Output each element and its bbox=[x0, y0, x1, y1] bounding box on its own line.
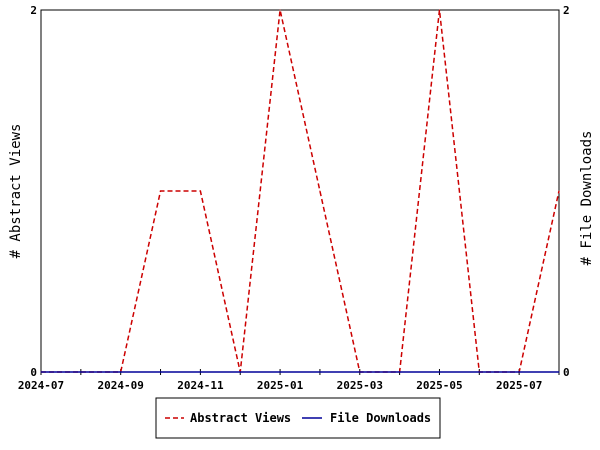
data-point-file-downloads bbox=[279, 371, 281, 373]
legend: Abstract Views File Downloads bbox=[155, 397, 441, 439]
x-tick-label: 2024-11 bbox=[177, 379, 224, 392]
x-tick-label: 2025-03 bbox=[337, 379, 383, 392]
y-left-tick-label: 2 bbox=[30, 4, 37, 17]
x-tick-label: 2025-01 bbox=[257, 379, 304, 392]
data-point-file-downloads bbox=[558, 371, 560, 373]
y-right-tick-label: 0 bbox=[563, 366, 570, 379]
plot-area bbox=[40, 9, 560, 373]
data-point-abstract-views bbox=[558, 190, 560, 192]
legend-label-abstract-views: Abstract Views bbox=[190, 411, 291, 425]
data-point-file-downloads bbox=[478, 371, 480, 373]
data-point-file-downloads bbox=[319, 371, 321, 373]
y-right-tick-label: 2 bbox=[563, 4, 570, 17]
data-point-file-downloads bbox=[80, 371, 82, 373]
legend-label-file-downloads: File Downloads bbox=[330, 411, 431, 425]
x-tick-label: 2025-07 bbox=[496, 379, 542, 392]
y-axis-tick-labels: 0 2 0 2 bbox=[30, 4, 569, 379]
data-point-file-downloads bbox=[199, 371, 201, 373]
data-point-file-downloads bbox=[239, 371, 241, 373]
data-point-file-downloads bbox=[438, 371, 440, 373]
y-axis-left-label: # Abstract Views bbox=[8, 124, 24, 259]
data-point-file-downloads bbox=[40, 371, 42, 373]
data-point-abstract-views bbox=[160, 190, 162, 192]
y-axis-right-label: # File Downloads bbox=[579, 131, 595, 266]
data-point-abstract-views bbox=[438, 9, 440, 11]
data-point-abstract-views bbox=[199, 190, 201, 192]
data-point-file-downloads bbox=[359, 371, 361, 373]
data-point-abstract-views bbox=[319, 190, 321, 192]
y-left-tick-label: 0 bbox=[30, 366, 37, 379]
data-point-abstract-views bbox=[279, 9, 281, 11]
x-tick-label: 2025-05 bbox=[416, 379, 462, 392]
x-tick-label: 2024-07 bbox=[18, 379, 64, 392]
data-point-file-downloads bbox=[399, 371, 401, 373]
series-lines bbox=[40, 9, 560, 373]
data-point-file-downloads bbox=[120, 371, 122, 373]
data-point-file-downloads bbox=[160, 371, 162, 373]
x-tick-label: 2024-09 bbox=[98, 379, 144, 392]
data-point-file-downloads bbox=[518, 371, 520, 373]
legend-box bbox=[155, 397, 441, 439]
x-axis-tick-labels: 2024-07 2024-09 2024-11 2025-01 2025-03 2025-… bbox=[18, 379, 543, 392]
series-line-abstract-views bbox=[41, 9, 560, 373]
